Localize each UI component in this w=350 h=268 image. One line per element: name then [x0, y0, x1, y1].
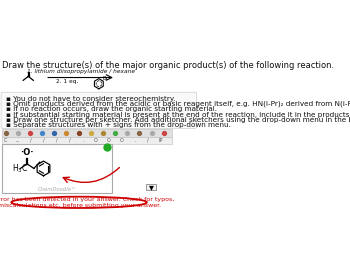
Text: 2. 1 eq.: 2. 1 eq.: [56, 79, 79, 84]
Text: O: O: [120, 138, 124, 143]
Text: 1. lithium diisopropylamide / hexane: 1. lithium diisopropylamide / hexane: [27, 69, 135, 74]
FancyBboxPatch shape: [2, 129, 172, 137]
Text: ▪ You do not have to consider stereochemistry.: ▪ You do not have to consider stereochem…: [6, 96, 175, 102]
Text: ▾: ▾: [149, 182, 154, 192]
Text: ▪ Omit products derived from the acidic or basic reagent itself, e.g. HN(i-Pr)₂ : ▪ Omit products derived from the acidic …: [6, 101, 350, 107]
Text: O: O: [94, 138, 98, 143]
Text: Draw the structure(s) of the major organic product(s) of the following reaction.: Draw the structure(s) of the major organ…: [2, 61, 334, 70]
Text: ...: ...: [16, 138, 20, 143]
Text: /: /: [56, 138, 58, 143]
Text: ▪ If no reaction occurs, draw the organic starting material.: ▪ If no reaction occurs, draw the organi…: [6, 106, 217, 112]
Text: ▪ Draw one structure per sketcher. Add additional sketchers using the drop-down : ▪ Draw one structure per sketcher. Add a…: [6, 117, 350, 123]
Text: /: /: [30, 138, 32, 143]
Text: /: /: [69, 138, 71, 143]
Text: C: C: [4, 138, 7, 143]
Text: ▪ If substantial starting material is present at the end of the reaction, includ: ▪ If substantial starting material is pr…: [6, 112, 350, 118]
Text: IP: IP: [159, 138, 163, 143]
Text: .: .: [134, 138, 136, 143]
Text: An error has been detected in your answer. Check for typos,
miscalculations etc.: An error has been detected in your answe…: [0, 197, 174, 208]
Text: ·O·: ·O·: [20, 148, 33, 157]
FancyBboxPatch shape: [1, 92, 197, 128]
Text: /: /: [43, 138, 45, 143]
Text: H$_3$C: H$_3$C: [13, 162, 29, 175]
Text: O: O: [107, 138, 111, 143]
FancyBboxPatch shape: [2, 144, 112, 193]
Text: Br: Br: [102, 76, 108, 81]
FancyBboxPatch shape: [2, 137, 172, 144]
Text: /: /: [147, 138, 149, 143]
FancyBboxPatch shape: [146, 184, 156, 191]
Text: ▪ Separate structures with + signs from the drop-down menu.: ▪ Separate structures with + signs from …: [6, 122, 231, 128]
Text: .: .: [82, 138, 84, 143]
Text: ChemDoodle™: ChemDoodle™: [38, 187, 77, 192]
